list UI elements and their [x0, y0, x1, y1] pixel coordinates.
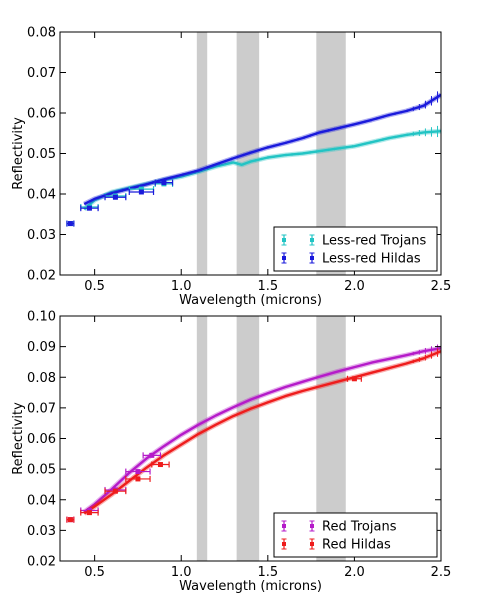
y-tick-label: 0.05 [27, 147, 56, 162]
legend-swatch-marker [310, 238, 314, 242]
series-2-line [83, 350, 441, 515]
photometry-point [112, 194, 118, 200]
x-tick-label: 0.5 [84, 279, 105, 294]
shaded-band-1 [196, 316, 208, 561]
y-tick-label: 0.06 [27, 107, 56, 122]
x-axis-label: Wavelength (microns) [179, 293, 322, 308]
y-tick-label: 0.05 [27, 463, 56, 478]
y-axis-label: Reflectivity [11, 117, 26, 190]
x-tick-label: 2.0 [344, 279, 365, 294]
series-2-line [83, 93, 441, 206]
series-1-envelope [82, 128, 441, 212]
photometry-point [157, 462, 163, 468]
legend-label: Less-red Hildas [322, 252, 421, 267]
y-tick-label: 0.07 [27, 66, 56, 81]
x-tick-label: 1.5 [257, 565, 278, 580]
photometry-point [161, 180, 167, 186]
photometry-point [351, 376, 357, 382]
plot-area [66, 91, 441, 227]
photometry-point [138, 186, 144, 192]
y-tick-label: 0.04 [27, 493, 56, 508]
legend-swatch-marker [282, 238, 286, 242]
photometry-point [67, 221, 73, 227]
y-tick-label: 0.06 [27, 432, 56, 447]
legend-label: Red Trojans [322, 520, 397, 535]
y-axis-label: Reflectivity [11, 402, 26, 475]
x-tick-label: 0.5 [84, 565, 105, 580]
shaded-band-2 [236, 316, 260, 561]
legend-swatch-marker [310, 542, 314, 546]
legend-swatch-marker [282, 256, 286, 260]
chart-panel-1: 0.02 0.03 0.04 0.05 0.06 0.07 0.08 0.5 1.0 1.5 2.0… [11, 26, 451, 309]
photometry-point [149, 452, 155, 458]
legend-swatch-marker [282, 542, 286, 546]
y-tick-label: 0.10 [27, 310, 56, 325]
photometry-point [86, 205, 92, 211]
series-1-envelope [82, 345, 441, 515]
y-tick-label: 0.08 [27, 26, 56, 41]
x-tick-label: 2.0 [344, 565, 365, 580]
chart-panel-2: 0.02 0.03 0.04 0.05 0.06 0.07 0.08 0.09 0.10 0.5 1… [11, 310, 451, 593]
x-axis-label: Wavelength (microns) [179, 579, 322, 593]
photometry-point [67, 517, 73, 523]
x-tick-label: 2.5 [431, 279, 452, 294]
y-tick-label: 0.03 [27, 228, 56, 243]
legend-swatch-marker [310, 524, 314, 528]
legend-label: Red Hildas [322, 538, 391, 553]
x-tick-label: 1.0 [171, 565, 192, 580]
series-2-envelope [82, 348, 441, 516]
x-tick-label: 1.0 [171, 279, 192, 294]
photometry-point [86, 510, 92, 516]
y-tick-label: 0.09 [27, 340, 56, 355]
legend-box [273, 226, 438, 272]
legend-swatch-marker [282, 524, 286, 528]
x-tick-label: 1.5 [257, 279, 278, 294]
legend-swatch-marker [310, 256, 314, 260]
y-tick-label: 0.03 [27, 524, 56, 539]
y-tick-label: 0.04 [27, 188, 56, 203]
y-tick-label: 0.02 [27, 555, 56, 570]
photometry-point [135, 469, 141, 475]
y-tick-label: 0.02 [27, 269, 56, 284]
shaded-band-1 [196, 32, 208, 275]
legend: Less-red Trojans Less-red Hildas [273, 226, 438, 272]
legend-box [273, 512, 438, 558]
photometry-point [135, 476, 141, 482]
series-1-line [83, 130, 441, 211]
plot-area [66, 344, 441, 523]
y-tick-label: 0.07 [27, 401, 56, 416]
legend-label: Less-red Trojans [322, 234, 427, 249]
legend: Red Trojans Red Hildas [273, 512, 438, 558]
photometry-point [138, 189, 144, 195]
series-1-line [83, 347, 441, 513]
y-tick-label: 0.08 [27, 371, 56, 386]
x-tick-label: 2.5 [431, 565, 452, 580]
photometry-point [112, 488, 118, 494]
